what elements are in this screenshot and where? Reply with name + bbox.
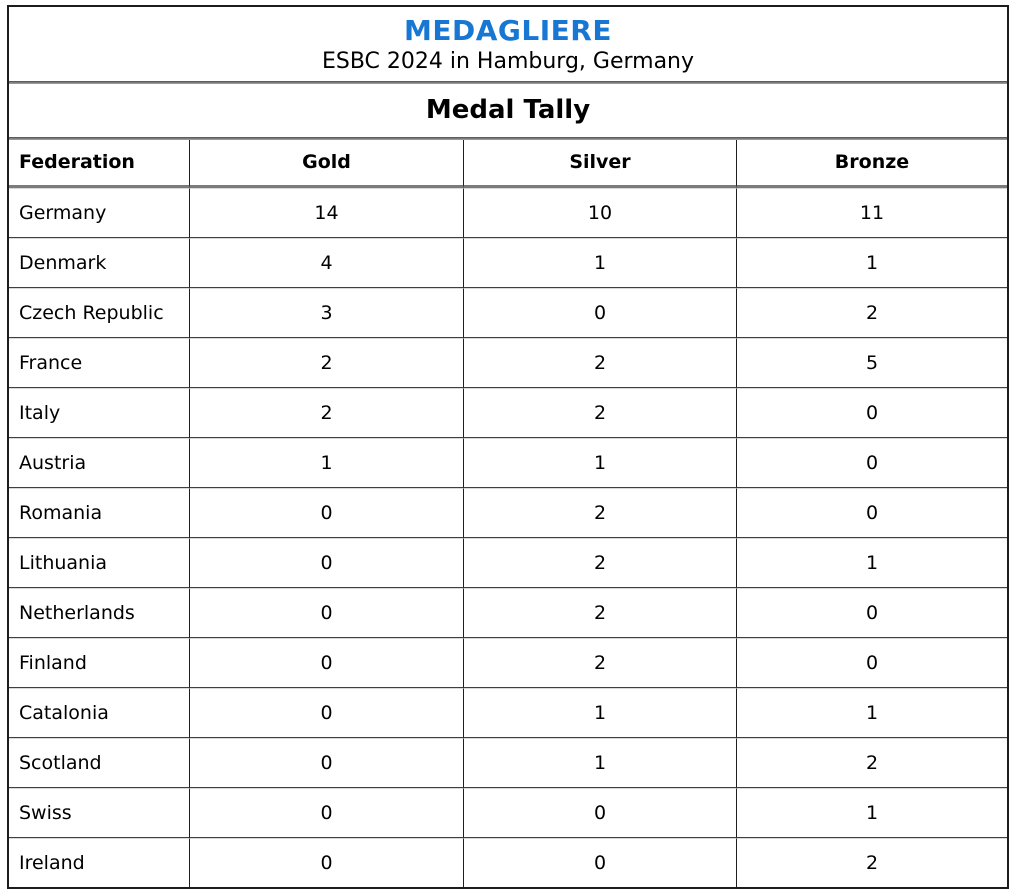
silver-cell: 2 — [464, 637, 737, 688]
column-header-silver: Silver — [464, 139, 737, 188]
federation-cell: Germany — [9, 187, 190, 238]
bronze-cell: 0 — [737, 587, 1007, 638]
silver-cell: 1 — [464, 237, 737, 288]
silver-cell: 1 — [464, 737, 737, 788]
column-header-bronze: Bronze — [737, 140, 1007, 188]
gold-cell: 2 — [190, 337, 464, 388]
bronze-cell: 1 — [737, 687, 1007, 738]
federation-cell: Denmark — [9, 237, 190, 288]
table-title-divider — [9, 136, 1007, 140]
silver-cell: 2 — [464, 487, 737, 538]
gold-cell: 3 — [190, 287, 464, 338]
table-row: Romania 0 2 0 — [9, 487, 1007, 538]
bronze-cell: 11 — [737, 187, 1007, 238]
bronze-cell: 2 — [737, 287, 1007, 338]
page-title: MEDAGLIERE — [404, 14, 612, 47]
bronze-cell: 0 — [737, 387, 1007, 438]
gold-cell: 0 — [190, 587, 464, 638]
federation-cell: Austria — [9, 437, 190, 488]
bronze-cell: 2 — [737, 837, 1007, 887]
table-row: Swiss 0 0 1 — [9, 787, 1007, 838]
silver-cell: 0 — [464, 837, 737, 887]
medal-tally-section: Medal Tally Federation Gold Silver Bronz… — [9, 84, 1007, 887]
table-title: Medal Tally — [425, 94, 591, 125]
table-row: Lithuania 0 2 1 — [9, 537, 1007, 588]
silver-cell: 10 — [464, 187, 737, 238]
gold-cell: 0 — [190, 487, 464, 538]
table-row: Ireland 0 0 2 — [9, 837, 1007, 887]
silver-cell: 1 — [464, 687, 737, 738]
table-row: France 2 2 5 — [9, 337, 1007, 388]
gold-cell: 0 — [190, 787, 464, 838]
bronze-cell: 0 — [737, 637, 1007, 688]
table-header-row: Federation Gold Silver Bronze — [9, 139, 1007, 188]
silver-cell: 2 — [464, 587, 737, 638]
table-row: Italy 2 2 0 — [9, 387, 1007, 438]
table-row: Scotland 0 1 2 — [9, 737, 1007, 788]
gold-cell: 0 — [190, 537, 464, 588]
gold-cell: 14 — [190, 187, 464, 238]
gold-cell: 0 — [190, 737, 464, 788]
gold-cell: 0 — [190, 687, 464, 738]
gold-cell: 1 — [190, 437, 464, 488]
gold-cell: 0 — [190, 637, 464, 688]
federation-cell: Ireland — [9, 837, 190, 887]
federation-cell: Finland — [9, 637, 190, 688]
bronze-cell: 1 — [737, 787, 1007, 838]
bronze-cell: 5 — [737, 337, 1007, 388]
gold-cell: 4 — [190, 237, 464, 288]
bronze-cell: 0 — [737, 437, 1007, 488]
bronze-cell: 2 — [737, 737, 1007, 788]
table-row: Catalonia 0 1 1 — [9, 687, 1007, 738]
silver-cell: 2 — [464, 537, 737, 588]
federation-cell: Czech Republic — [9, 287, 190, 338]
silver-cell: 0 — [464, 287, 737, 338]
table-row: Czech Republic 3 0 2 — [9, 287, 1007, 338]
federation-cell: Catalonia — [9, 687, 190, 738]
table-row: Austria 1 1 0 — [9, 437, 1007, 488]
federation-cell: Romania — [9, 487, 190, 538]
column-header-gold: Gold — [190, 139, 464, 188]
federation-cell: Lithuania — [9, 537, 190, 588]
gold-cell: 2 — [190, 387, 464, 438]
bronze-cell: 1 — [737, 237, 1007, 288]
page-header: MEDAGLIERE ESBC 2024 in Hamburg, Germany — [9, 7, 1007, 81]
table-row: Denmark 4 1 1 — [9, 237, 1007, 288]
silver-cell: 2 — [464, 387, 737, 438]
medal-table: Federation Gold Silver Bronze Germany 14… — [9, 139, 1007, 887]
table-row: Netherlands 0 2 0 — [9, 587, 1007, 638]
federation-cell: Swiss — [9, 787, 190, 838]
page-subtitle: ESBC 2024 in Hamburg, Germany — [321, 48, 695, 74]
header-divider — [9, 80, 1007, 84]
gold-cell: 0 — [190, 837, 464, 887]
federation-cell: Scotland — [9, 737, 190, 788]
federation-cell: Netherlands — [9, 587, 190, 638]
column-header-federation: Federation — [9, 139, 190, 188]
bronze-cell: 0 — [737, 487, 1007, 538]
federation-cell: Italy — [9, 387, 190, 438]
table-row: Germany 14 10 11 — [9, 187, 1007, 238]
table-row: Finland 0 2 0 — [9, 637, 1007, 688]
silver-cell: 1 — [464, 437, 737, 488]
bronze-cell: 1 — [737, 537, 1007, 588]
medal-tally-sheet: MEDAGLIERE ESBC 2024 in Hamburg, Germany… — [7, 5, 1009, 889]
federation-cell: France — [9, 337, 190, 388]
silver-cell: 0 — [464, 787, 737, 838]
table-body: Germany 14 10 11 Denmark 4 1 1 Czech Rep… — [9, 187, 1007, 887]
silver-cell: 2 — [464, 337, 737, 388]
